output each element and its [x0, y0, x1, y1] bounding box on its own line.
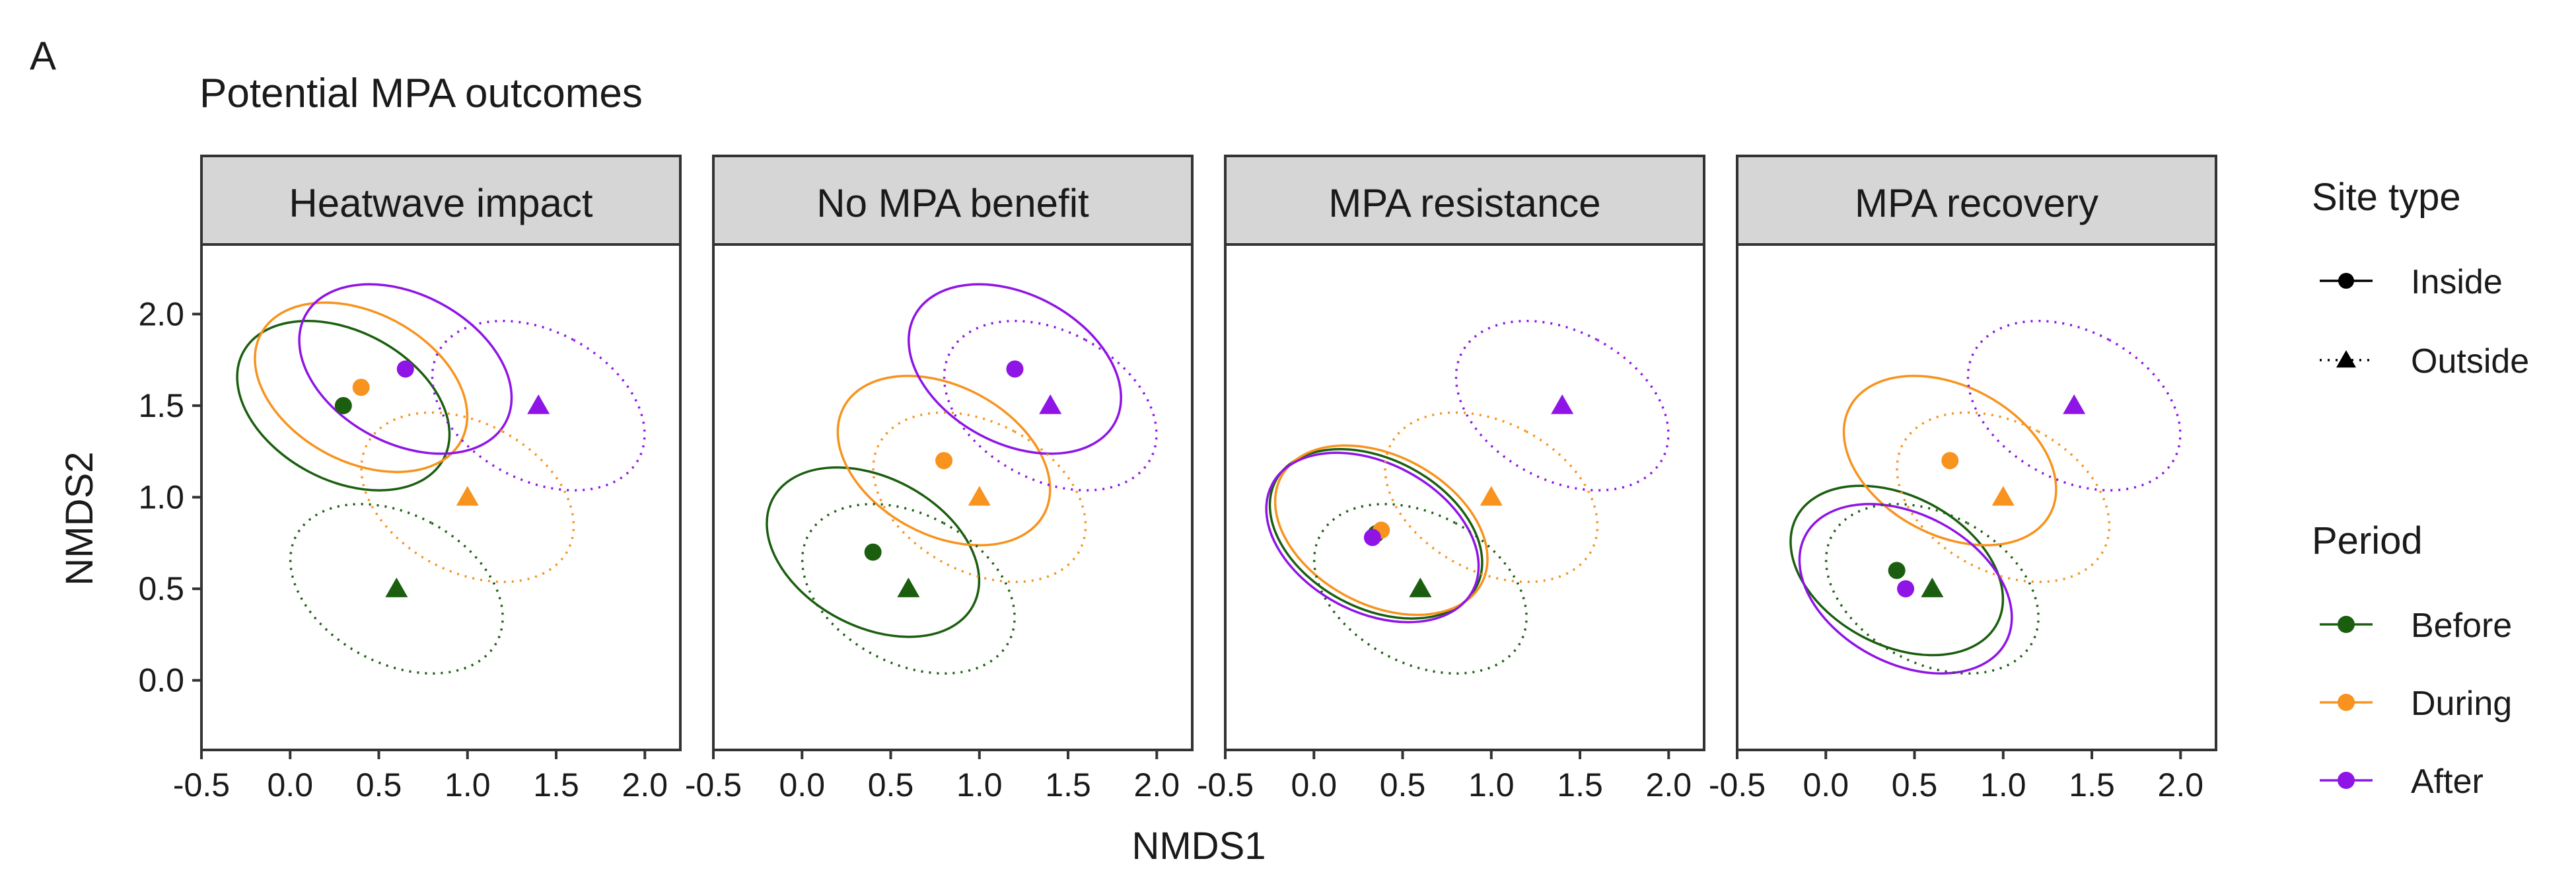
- confidence-ellipse-inside-after: [1265, 451, 1480, 624]
- x-tick-label: 0.0: [1803, 766, 1849, 803]
- facet-panel: MPA recovery -0.5 0.0 0.5 1.0 1.5 2.0: [1709, 155, 2217, 803]
- facet-strip-label: MPA resistance: [1328, 181, 1600, 225]
- point-inside-before: [864, 543, 882, 561]
- point-outside-during: [968, 486, 991, 506]
- legend-title-site-type: Site type: [2312, 176, 2461, 219]
- confidence-ellipse-inside-before: [766, 466, 981, 638]
- point-inside-before: [1888, 562, 1906, 579]
- point-inside-before: [334, 396, 352, 414]
- confidence-ellipse-inside-before: [1268, 448, 1484, 620]
- ellipse-group: [766, 283, 1158, 675]
- facet-strip-label: MPA recovery: [1855, 181, 2098, 225]
- x-tick-label: -0.5: [685, 766, 742, 803]
- legend-label-site-inside: Inside: [2411, 263, 2503, 301]
- point-outside-during: [456, 486, 479, 506]
- x-tick-label: -0.5: [173, 766, 230, 803]
- x-tick-label: 0.0: [1291, 766, 1338, 803]
- y-tick-label: 2.0: [138, 295, 184, 332]
- confidence-ellipse-inside-during: [1842, 375, 2057, 546]
- point-outside-after: [527, 394, 550, 414]
- facet-panel: No MPA benefit -0.5 0.0 0.5 1.0 1.5 2.0: [685, 155, 1194, 803]
- x-tick-label: 2.0: [2158, 766, 2204, 803]
- point-inside-during: [352, 379, 370, 396]
- legend-key-circle: [2338, 273, 2354, 289]
- y-tick-label: 1.0: [138, 479, 184, 516]
- point-outside-during: [1480, 486, 1503, 506]
- x-tick-label: 1.5: [1045, 766, 1091, 803]
- y-axis-title: NMDS2: [58, 451, 101, 585]
- point-outside-during: [1991, 486, 2015, 506]
- plot-area: [1224, 243, 1705, 751]
- x-tick-label: -0.5: [1709, 766, 1766, 803]
- legend-title-period: Period: [2312, 519, 2423, 562]
- facet-panel: MPA resistance -0.5 0.0 0.5 1.0 1.5 2.0: [1197, 155, 1705, 803]
- point-outside-after: [1039, 394, 1062, 414]
- point-outside-before: [385, 577, 408, 597]
- legend-label-period-during: During: [2411, 685, 2512, 723]
- confidence-ellipse-inside-after: [1798, 503, 2013, 675]
- x-tick-label: 0.0: [268, 766, 314, 803]
- x-tick-label: 1.0: [445, 766, 491, 803]
- point-inside-after: [1897, 580, 1915, 598]
- facet-panels: Heatwave impact -0.5 0.0 0.5 1.0 1.5 2.0 0.0 0.5…: [138, 155, 2217, 803]
- x-tick-label: 2.0: [1646, 766, 1692, 803]
- x-tick-label: 0.5: [1380, 766, 1426, 803]
- x-tick-label: 1.0: [1980, 766, 2026, 803]
- x-tick-label: 0.5: [356, 766, 402, 803]
- confidence-ellipse-inside-during: [1273, 444, 1489, 616]
- point-inside-during: [935, 452, 953, 470]
- legend-key-circle: [2338, 694, 2355, 711]
- x-tick-label: 0.5: [1892, 766, 1938, 803]
- chart-title: Potential MPA outcomes: [199, 71, 643, 116]
- confidence-ellipse-inside-after: [298, 283, 513, 455]
- facet-strip: [712, 155, 1194, 246]
- facet-strip-label: No MPA benefit: [816, 181, 1089, 225]
- x-tick-label: 0.5: [868, 766, 914, 803]
- point-outside-before: [1921, 577, 1944, 597]
- x-tick-label: 1.5: [533, 766, 579, 803]
- facet-strip: [1224, 155, 1705, 246]
- point-outside-after: [1551, 394, 1574, 414]
- x-tick-label: -0.5: [1197, 766, 1254, 803]
- panel-tag: A: [30, 34, 56, 78]
- point-outside-before: [897, 577, 920, 597]
- x-tick-label: 2.0: [1134, 766, 1180, 803]
- facet-strip: [200, 155, 682, 246]
- confidence-ellipse-inside-after: [908, 283, 1122, 455]
- x-tick-label: 1.5: [1557, 766, 1603, 803]
- point-outside-after: [2063, 394, 2086, 414]
- point-inside-during: [1941, 452, 1959, 470]
- x-tick-label: 1.0: [956, 766, 1003, 803]
- point-inside-after: [396, 360, 414, 378]
- point-outside-before: [1409, 577, 1432, 597]
- point-inside-after: [1006, 360, 1024, 378]
- facet-strip: [1736, 155, 2217, 246]
- plot-area: [712, 243, 1194, 751]
- legend-key-circle: [2338, 772, 2355, 789]
- facet-panel: Heatwave impact -0.5 0.0 0.5 1.0 1.5 2.0 0.0 0.5…: [138, 155, 682, 803]
- confidence-ellipse-inside-before: [1789, 484, 2005, 657]
- plot-area: [200, 243, 682, 751]
- x-tick-label: 2.0: [622, 766, 668, 803]
- x-tick-label: 1.0: [1468, 766, 1515, 803]
- confidence-ellipse-outside-after: [943, 320, 1158, 492]
- x-tick-label: 1.5: [2069, 766, 2115, 803]
- legend-key-triangle: [2336, 350, 2356, 368]
- y-tick-label: 1.5: [138, 387, 184, 424]
- legend-label-period-after: After: [2411, 762, 2484, 801]
- confidence-ellipse-outside-during: [872, 411, 1087, 583]
- x-tick-label: 0.0: [779, 766, 826, 803]
- confidence-ellipse-inside-during: [836, 375, 1052, 546]
- legend-label-site-outside: Outside: [2411, 342, 2529, 381]
- point-inside-after: [1363, 529, 1381, 546]
- legend: Site type Inside Outside Period Before During…: [2312, 176, 2529, 801]
- legend-key-circle: [2338, 616, 2355, 633]
- y-tick-label: 0.5: [138, 570, 184, 607]
- y-tick-label: 0.0: [138, 662, 184, 699]
- x-axis-title: NMDS1: [1131, 825, 1266, 868]
- facet-strip-label: Heatwave impact: [289, 181, 593, 225]
- legend-label-period-before: Before: [2411, 607, 2512, 645]
- confidence-ellipse-outside-before: [801, 503, 1016, 675]
